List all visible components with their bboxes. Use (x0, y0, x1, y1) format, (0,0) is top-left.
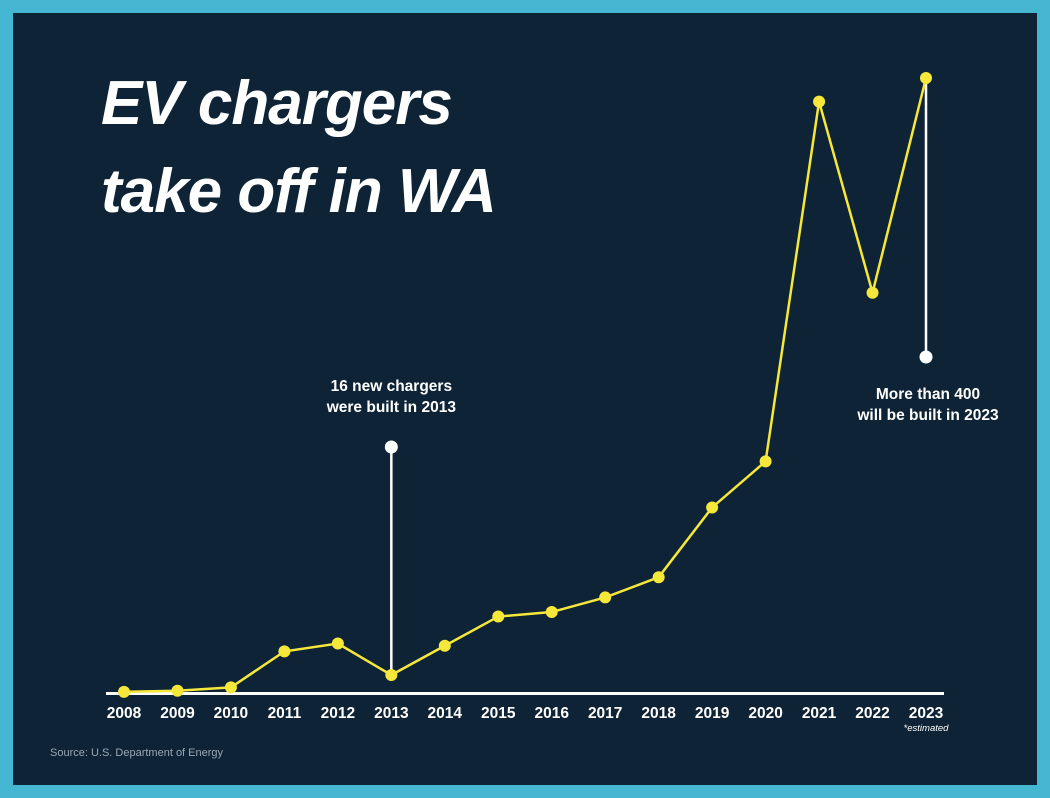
data-point-2018 (652, 571, 665, 584)
x-axis-label-2009: 2009 (160, 705, 195, 722)
x-axis-label-2018: 2018 (641, 705, 676, 722)
data-point-2012 (331, 637, 344, 650)
data-point-2019 (706, 501, 719, 514)
annotation-2023: More than 400 will be built in 2023 (835, 384, 1021, 426)
annotation-2013-line1: 16 new chargers (330, 378, 453, 395)
data-point-2013 (385, 669, 398, 682)
data-point-2014 (438, 639, 451, 652)
x-axis-label-2010: 2010 (213, 705, 249, 722)
data-point-2009 (171, 684, 184, 697)
data-point-2023 (920, 72, 932, 84)
chart-title: EV chargers take off in WA (101, 60, 497, 236)
annotation-dot-2023 (919, 350, 933, 364)
x-axis-label-2021: 2021 (801, 705, 837, 722)
data-point-2010 (224, 681, 237, 694)
annotation-2023-line2: will be built in 2023 (857, 407, 999, 424)
data-point-2021 (813, 95, 826, 108)
x-axis-label-2014: 2014 (427, 705, 463, 722)
data-point-2011 (278, 645, 291, 658)
data-point-2016 (545, 606, 558, 619)
x-axis-label-2015: 2015 (481, 705, 516, 722)
data-point-2015 (492, 610, 505, 623)
x-axis-label-2012: 2012 (320, 705, 356, 722)
annotation-2013-line2: were built in 2013 (326, 399, 456, 416)
annotation-2013: 16 new chargers were built in 2013 (296, 376, 486, 418)
data-point-2017 (599, 591, 612, 604)
annotation-dot-2013 (384, 440, 398, 454)
estimated-footnote: *estimated (903, 723, 949, 734)
source-attribution: Source: U.S. Department of Energy (50, 747, 224, 759)
annotation-2023-line1: More than 400 (875, 386, 981, 403)
x-axis-label-2017: 2017 (587, 705, 623, 722)
x-axis-label-2008: 2008 (106, 705, 142, 722)
x-axis-label-2016: 2016 (534, 705, 569, 722)
data-point-2020 (759, 455, 772, 468)
x-axis-label-2013: 2013 (374, 705, 409, 722)
x-axis-label-2019: 2019 (694, 705, 730, 722)
x-axis-label-2020: 2020 (748, 705, 783, 722)
x-axis-label-2023: 2023 (908, 705, 944, 722)
data-point-2022 (866, 286, 879, 299)
title-line-1: EV chargers (101, 69, 453, 138)
data-point-2008 (118, 685, 130, 698)
x-axis-label-2011: 2011 (267, 705, 302, 722)
x-axis-label-2022: 2022 (855, 705, 890, 722)
title-line-2: take off in WA (101, 157, 497, 226)
